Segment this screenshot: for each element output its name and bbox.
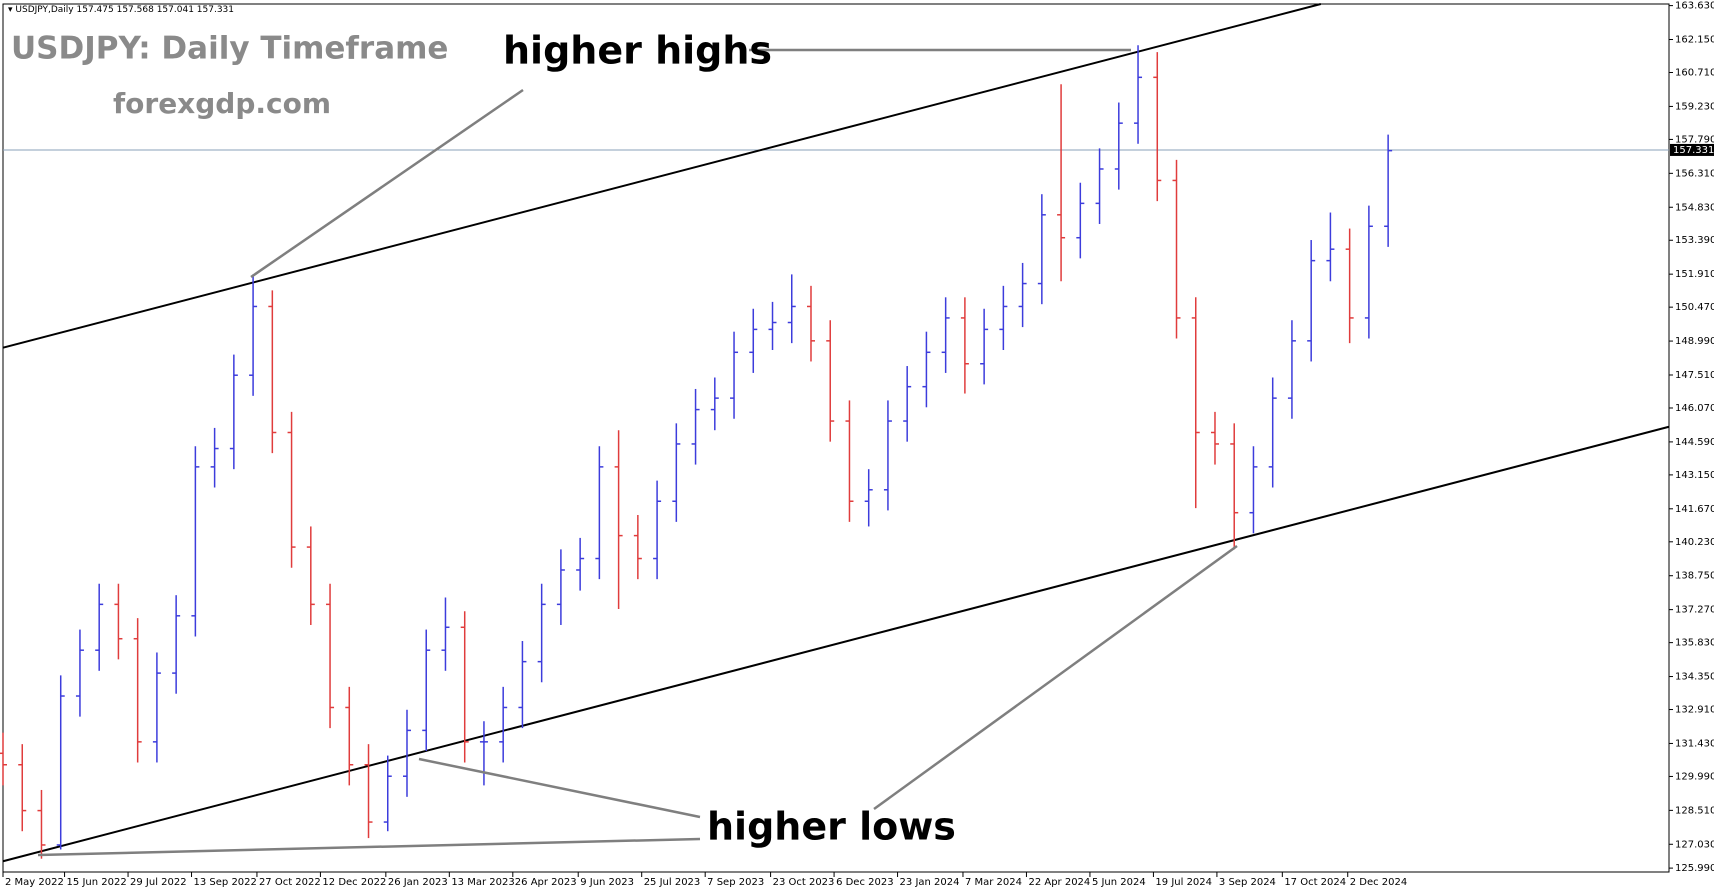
y-tick-label: 146.070 — [1675, 403, 1714, 414]
x-tick-label: 2 May 2022 — [5, 877, 64, 888]
y-tick-label: 151.910 — [1675, 269, 1714, 280]
x-tick-label: 7 Mar 2024 — [965, 877, 1022, 888]
pointer — [37, 837, 701, 857]
y-tick-label: 128.510 — [1675, 805, 1714, 816]
x-tick-label: 23 Jan 2024 — [900, 877, 960, 888]
ohlc: 157.568 — [117, 5, 154, 15]
ohlc: 157.041 — [157, 5, 194, 15]
annotation-lines — [37, 48, 1238, 857]
symbol: USDJPY,Daily — [15, 5, 74, 15]
y-tick-label: 154.830 — [1675, 202, 1714, 213]
x-tick-label: 25 Jul 2023 — [644, 877, 701, 888]
x-tick-label: 9 Jun 2023 — [580, 877, 634, 888]
x-tick-label: 27 Oct 2022 — [259, 877, 321, 888]
header-info: ▾ USDJPY,Daily 157.475 157.568 157.041 1… — [8, 5, 234, 15]
y-tick-label: 134.350 — [1675, 672, 1714, 683]
x-tick-label: 26 Apr 2023 — [515, 877, 577, 888]
y-tick-label: 127.030 — [1675, 839, 1714, 850]
x-tick-label: 23 Oct 2023 — [773, 877, 835, 888]
pointer — [873, 544, 1238, 811]
ohlc: 157.331 — [197, 5, 234, 15]
plot-frame — [2, 3, 1670, 873]
current-price-box — [1670, 143, 1714, 156]
x-tick-label: 6 Dec 2023 — [836, 877, 894, 888]
x-tick-label: 13 Sep 2022 — [194, 877, 257, 888]
y-tick-label: 129.990 — [1675, 771, 1714, 782]
x-tick-label: 5 Jun 2024 — [1092, 877, 1146, 888]
y-tick-label: 156.310 — [1675, 168, 1714, 179]
trendline — [2, 425, 1670, 863]
y-tick-label: 137.270 — [1675, 605, 1714, 616]
triangle: ▾ — [8, 5, 15, 15]
chart-subtitle: forexgdp.com — [113, 87, 331, 120]
y-tick-label: 159.230 — [1675, 101, 1714, 112]
pointer — [418, 757, 701, 819]
y-tick-label: 163.630 — [1675, 1, 1714, 12]
y-tick-label: 125.990 — [1675, 863, 1714, 874]
marks — [0, 3, 1670, 863]
y-tick-label: 157.790 — [1675, 134, 1714, 145]
y-tick-label: 141.670 — [1675, 504, 1714, 515]
x-tick-label: 26 Jan 2023 — [388, 877, 448, 888]
y-tick-label: 135.830 — [1675, 638, 1714, 649]
chart-title: USDJPY: Daily Timeframe — [11, 31, 448, 67]
y-tick-label: 162.150 — [1675, 35, 1714, 46]
x-tick-label: 22 Apr 2024 — [1028, 877, 1090, 888]
pointer — [250, 88, 524, 279]
y-tick-label: 160.710 — [1675, 68, 1714, 79]
y-tick-label: 143.150 — [1675, 470, 1714, 481]
y-tick-label: 131.430 — [1675, 738, 1714, 749]
trendline — [2, 3, 1322, 349]
y-tick-label: 140.230 — [1675, 537, 1714, 548]
x-tick-label: 13 Mar 2023 — [451, 877, 514, 888]
x-tick-label: 29 Jul 2022 — [130, 877, 187, 888]
y-tick-label: 144.590 — [1675, 437, 1714, 448]
annotation: higher lows — [707, 805, 956, 849]
y-tick-label: 138.750 — [1675, 571, 1714, 582]
x-tick-label: 3 Sep 2024 — [1219, 877, 1276, 888]
x-tick-label: 17 Oct 2024 — [1284, 877, 1346, 888]
x-tick-label: 19 Jul 2024 — [1155, 877, 1212, 888]
x-tick-label: 15 Jun 2022 — [67, 877, 127, 888]
y-tick-label: 150.470 — [1675, 302, 1714, 313]
annotation: higher highs — [503, 29, 772, 73]
x-tick-label: 2 Dec 2024 — [1350, 877, 1408, 888]
y-tick-label: 153.390 — [1675, 235, 1714, 246]
y-tick-label: 147.510 — [1675, 370, 1714, 381]
x-tick-label: 7 Sep 2023 — [707, 877, 764, 888]
y-tick-label: 132.910 — [1675, 705, 1714, 716]
y-tick-label: 148.990 — [1675, 336, 1714, 347]
ohlc: 157.475 — [77, 5, 114, 15]
current-price-label: 157.331 — [1673, 145, 1714, 156]
x-tick-label: 12 Dec 2022 — [322, 877, 386, 888]
